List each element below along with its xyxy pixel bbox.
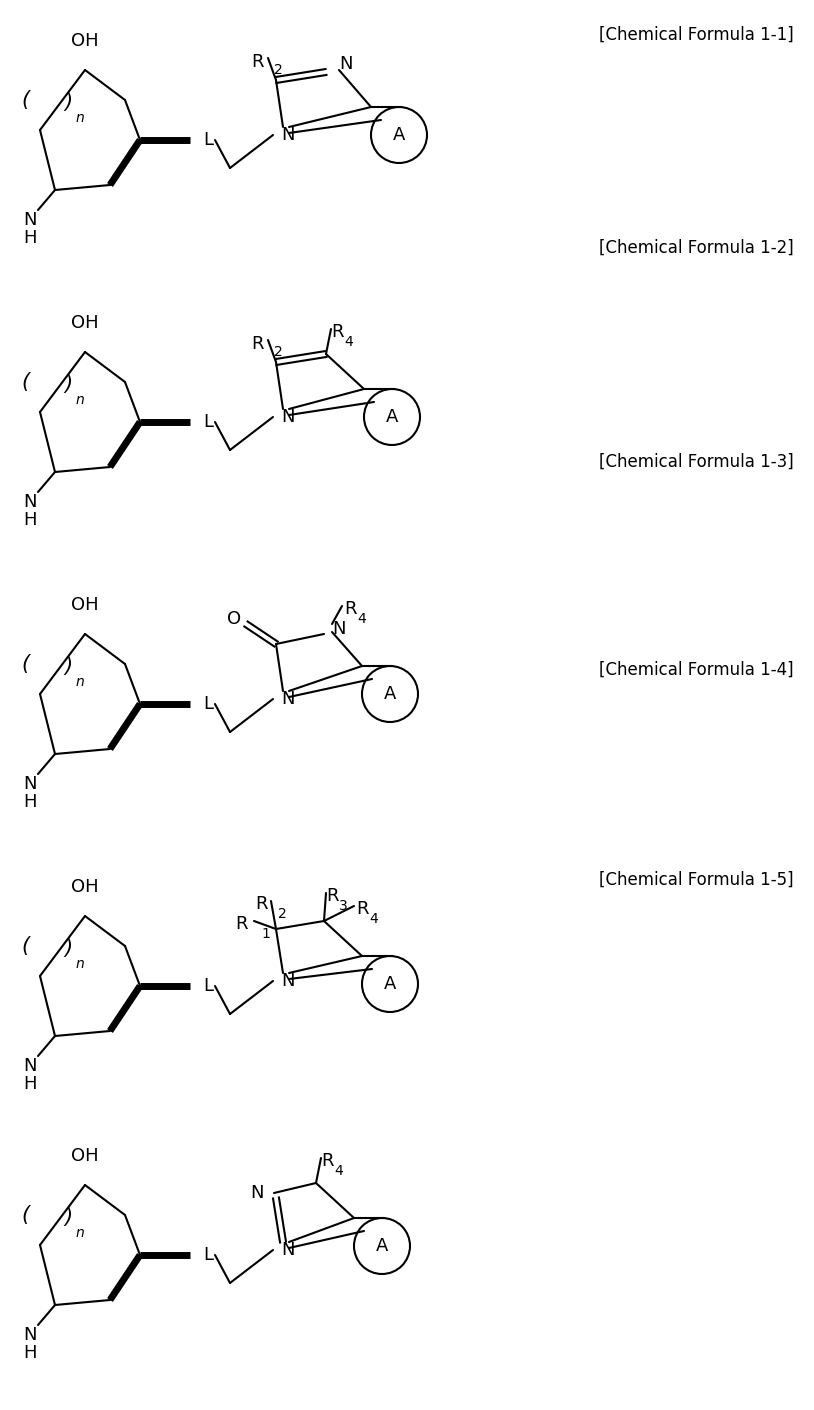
Text: ): ) <box>64 656 72 675</box>
Text: [Chemical Formula 1-5]: [Chemical Formula 1-5] <box>599 871 794 888</box>
Text: N: N <box>281 407 295 426</box>
Text: OH: OH <box>71 32 98 49</box>
Text: N: N <box>281 125 295 144</box>
Text: (: ( <box>21 372 29 392</box>
Text: R: R <box>331 323 344 341</box>
Text: N: N <box>24 212 37 228</box>
Text: N: N <box>251 1184 264 1201</box>
Text: OH: OH <box>71 314 98 331</box>
Text: ): ) <box>64 374 72 393</box>
Text: N: N <box>281 689 295 708</box>
Text: 4: 4 <box>369 912 378 926</box>
Text: n: n <box>76 957 85 971</box>
Text: N: N <box>339 55 352 73</box>
Text: (: ( <box>21 654 29 674</box>
Text: H: H <box>24 792 37 811</box>
Text: 2: 2 <box>274 345 282 360</box>
Text: R: R <box>344 601 357 618</box>
Text: A: A <box>384 685 396 704</box>
Text: O: O <box>227 611 241 627</box>
Text: N: N <box>281 1241 295 1259</box>
Text: R: R <box>356 900 369 918</box>
Text: N: N <box>24 493 37 510</box>
Text: R: R <box>326 887 339 905</box>
Text: A: A <box>376 1237 388 1255</box>
Text: ): ) <box>64 92 72 111</box>
Text: 2: 2 <box>278 907 287 921</box>
Text: H: H <box>24 1074 37 1093</box>
Text: (: ( <box>21 1206 29 1225</box>
Text: A: A <box>393 125 405 144</box>
Text: L: L <box>203 1246 213 1263</box>
Text: R: R <box>256 895 268 914</box>
Text: ): ) <box>64 938 72 957</box>
Text: R: R <box>252 336 264 352</box>
Text: [Chemical Formula 1-2]: [Chemical Formula 1-2] <box>599 240 794 257</box>
Text: n: n <box>76 675 85 689</box>
Text: L: L <box>203 413 213 431</box>
Text: N: N <box>24 1058 37 1074</box>
Text: H: H <box>24 510 37 529</box>
Text: N: N <box>24 776 37 792</box>
Text: n: n <box>76 1227 85 1239</box>
Text: 3: 3 <box>339 900 348 914</box>
Text: L: L <box>203 695 213 713</box>
Text: A: A <box>384 974 396 993</box>
Text: [Chemical Formula 1-4]: [Chemical Formula 1-4] <box>599 661 794 680</box>
Text: 2: 2 <box>274 63 282 78</box>
Text: N: N <box>332 620 345 637</box>
Text: 1: 1 <box>261 926 270 940</box>
Text: ): ) <box>64 1207 72 1227</box>
Text: OH: OH <box>71 1146 98 1165</box>
Text: R: R <box>252 54 264 70</box>
Text: L: L <box>203 131 213 149</box>
Text: OH: OH <box>71 878 98 895</box>
Text: (: ( <box>21 936 29 956</box>
Text: [Chemical Formula 1-1]: [Chemical Formula 1-1] <box>599 25 794 44</box>
Text: 4: 4 <box>344 336 352 350</box>
Text: 4: 4 <box>334 1165 343 1177</box>
Text: 4: 4 <box>357 612 365 626</box>
Text: N: N <box>24 1325 37 1344</box>
Text: OH: OH <box>71 596 98 613</box>
Text: n: n <box>76 393 85 407</box>
Text: n: n <box>76 111 85 125</box>
Text: N: N <box>281 971 295 990</box>
Text: A: A <box>386 407 398 426</box>
Text: R: R <box>235 915 248 933</box>
Text: H: H <box>24 228 37 247</box>
Text: L: L <box>203 977 213 995</box>
Text: R: R <box>321 1152 334 1170</box>
Text: [Chemical Formula 1-3]: [Chemical Formula 1-3] <box>599 453 794 471</box>
Text: (: ( <box>21 90 29 110</box>
Text: H: H <box>24 1344 37 1362</box>
